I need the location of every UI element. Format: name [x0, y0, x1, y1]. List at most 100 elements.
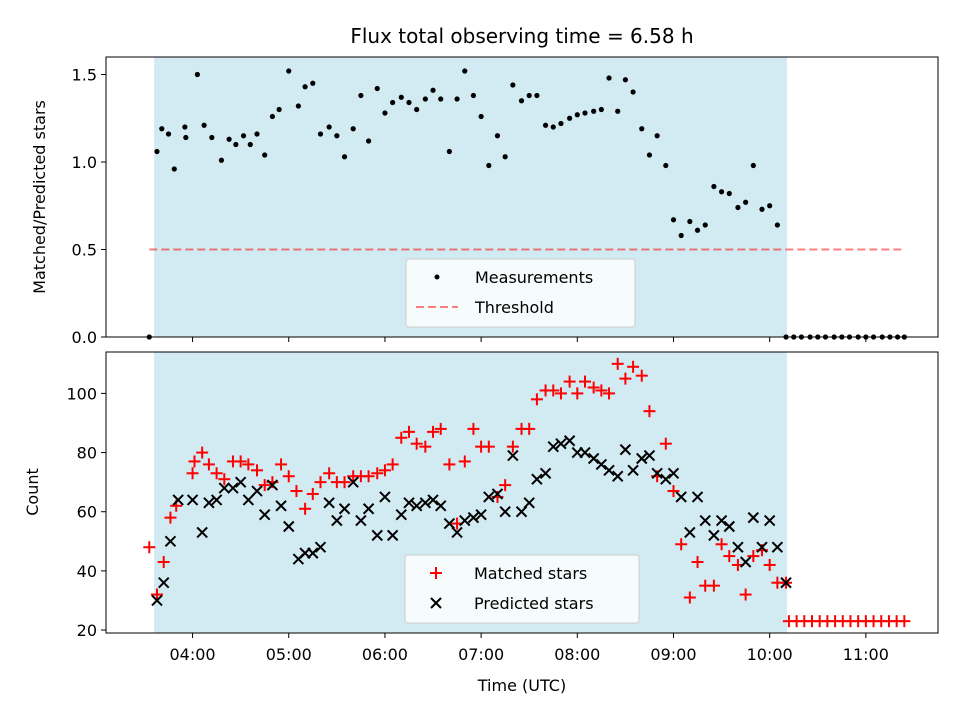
ratio-y-tick-label: 0.0 [72, 328, 97, 347]
predicted-star-point [563, 435, 576, 447]
measurement-point [622, 77, 628, 83]
matched-star-point [506, 440, 519, 453]
measurement-point [254, 131, 260, 137]
matched-star-point [683, 591, 696, 604]
matched-star-point [443, 458, 456, 471]
ratio-legend-box [405, 258, 636, 328]
measurement-point [694, 227, 701, 233]
matched-star-point [635, 369, 648, 382]
measurement-point [567, 115, 573, 121]
measurement-point [582, 110, 588, 116]
measurement-point [398, 94, 404, 100]
measurement-point [639, 126, 645, 132]
predicted-star-point [323, 497, 335, 509]
predicted-star-point [283, 520, 295, 533]
matched-star-point [188, 455, 201, 468]
predicted-star-point [555, 437, 567, 450]
measurement-point [510, 82, 516, 88]
matched-star-point [579, 375, 592, 388]
matched-star-point [299, 502, 312, 515]
measurement-point [334, 133, 340, 139]
predicted-star-point [403, 497, 415, 509]
predicted-star-point [203, 497, 215, 509]
measurement-point [341, 154, 348, 160]
measurement-point [526, 92, 532, 99]
measurement-point [247, 141, 253, 148]
predicted-star-point [483, 491, 495, 503]
x-axis-label: Time (UTC) [477, 676, 566, 695]
predicted-star-point [771, 541, 784, 553]
matched-star-point [410, 437, 423, 450]
measurement-point [542, 122, 549, 128]
matched-star-point [378, 464, 391, 477]
measurement-point [615, 108, 621, 114]
matched-star-point [611, 357, 624, 370]
count-legend: Matched stars Predicted stars [404, 554, 640, 624]
matched-star-point [202, 458, 215, 471]
matched-star-point [458, 455, 471, 468]
matched-star-point [164, 511, 177, 524]
measurement-point [750, 162, 756, 169]
measurement-point [233, 141, 239, 148]
x-tick-label: 11:00 [843, 645, 889, 664]
predicted-star-point [636, 452, 648, 465]
matched-star-point [691, 556, 704, 569]
predicted-star-point [667, 467, 680, 479]
matched-star-point [196, 446, 209, 459]
predicted-star-point [331, 514, 343, 527]
matched-star-point [258, 479, 271, 492]
predicted-star-point [507, 449, 519, 462]
predicted-star-point [547, 440, 559, 453]
predicted-star-point [732, 541, 744, 553]
measurement-point [374, 85, 380, 92]
matched-star-point [395, 431, 408, 444]
measurement-point [702, 222, 708, 228]
predicted-star-point [427, 494, 439, 506]
predicted-star-point [739, 556, 752, 568]
predicted-star-point [371, 529, 383, 542]
measurement-point [182, 124, 188, 130]
matched-star-point [530, 393, 543, 406]
ratio-y-tick-label: 0.5 [72, 241, 97, 260]
predicted-star-point [675, 491, 687, 503]
predicted-star-point [218, 482, 231, 494]
matched-star-point [587, 381, 600, 394]
measurement-point [209, 134, 215, 141]
predicted-star-point [196, 526, 208, 539]
predicted-star-point [266, 479, 279, 491]
matched-star-point [218, 473, 231, 486]
measurement-point [414, 106, 420, 113]
measurement-point [317, 131, 324, 137]
measurement-point [454, 96, 460, 102]
measurement-point [606, 75, 612, 81]
predicted-star-point [619, 443, 632, 456]
measurement-point [558, 120, 564, 127]
count-panel-frame [105, 351, 939, 634]
count-y-axis-label: Count [23, 468, 42, 516]
matched-star-point [306, 487, 319, 500]
matched-star-point [419, 440, 432, 453]
matched-legend-marker [430, 567, 442, 579]
matched-star-point [675, 538, 688, 551]
ratio-y-tick-label: 1.5 [72, 66, 97, 85]
measurement-point [358, 92, 364, 99]
measurement-point [302, 84, 308, 90]
measurement-point [678, 232, 684, 239]
matched-star-point [523, 422, 536, 435]
measurement-point [218, 157, 225, 163]
predicted-star-point [258, 508, 271, 521]
predicted-star-point [467, 511, 480, 524]
measurement-point [470, 92, 477, 99]
matched-star-point [314, 476, 327, 489]
matched-star-point [603, 387, 616, 400]
predicted-star-point [410, 500, 423, 512]
predicted-star-point [395, 508, 407, 521]
matched-star-point [547, 384, 560, 397]
matched-star-point [643, 405, 656, 418]
x-tick-label: 07:00 [458, 645, 504, 664]
measurement-point [226, 136, 232, 142]
matched-star-point [150, 588, 163, 601]
predicted-star-point [386, 529, 399, 542]
predicted-star-point [715, 514, 728, 527]
measurement-point [646, 152, 653, 158]
